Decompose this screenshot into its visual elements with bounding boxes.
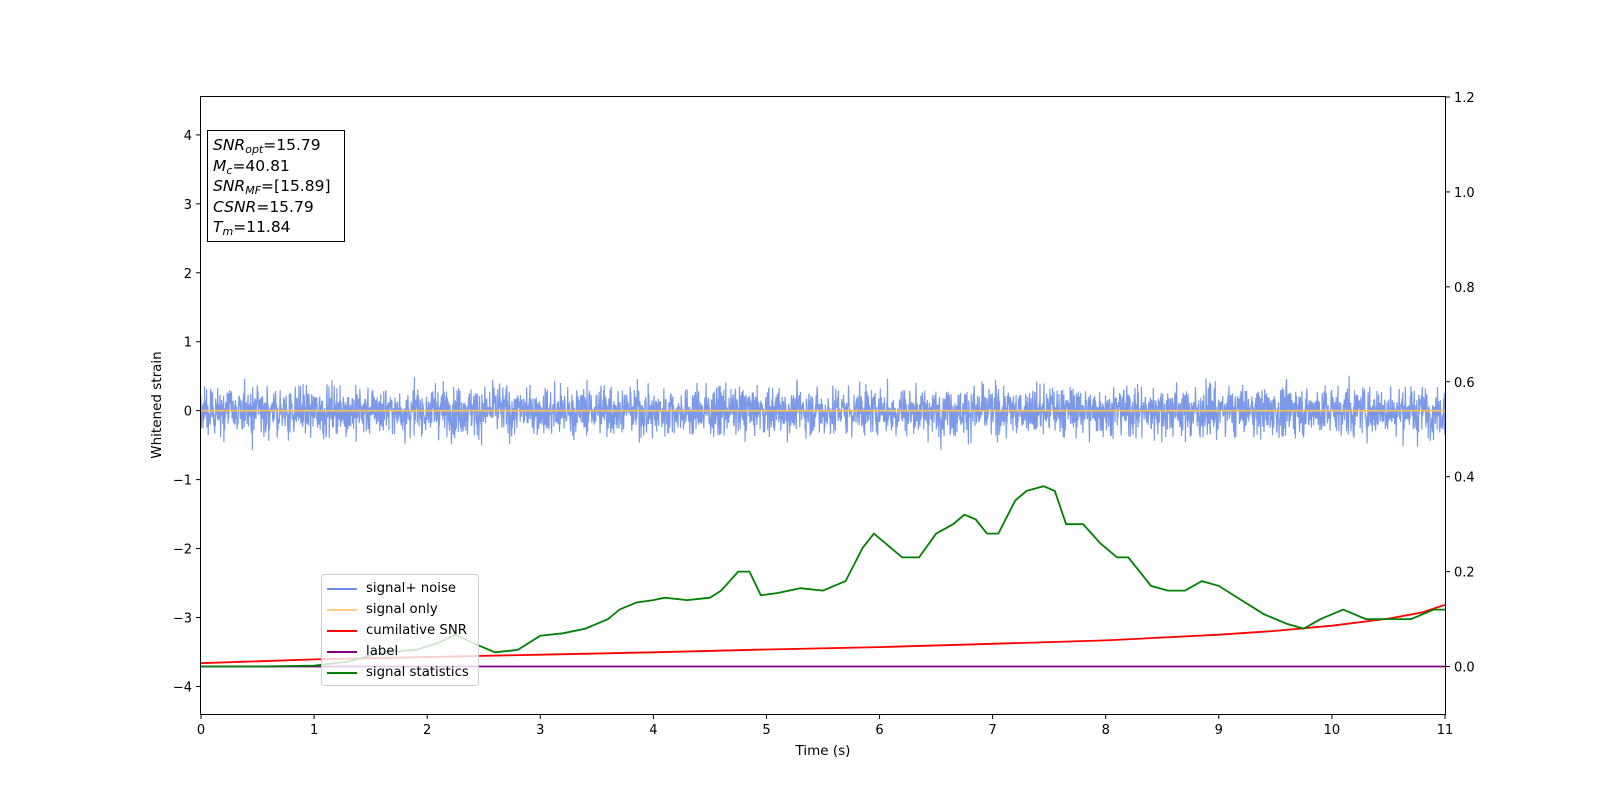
x-tick-label: 10 [1324, 723, 1341, 738]
legend-swatch [327, 587, 357, 590]
x-tick-label: 2 [423, 723, 431, 738]
y2-tick-label: 1.2 [1454, 91, 1475, 106]
y-tick-label: −1 [173, 474, 192, 489]
info-chirp-mass: Mc=40.81 [213, 156, 290, 177]
y2-tick-label: 0.8 [1454, 281, 1475, 296]
y-tick-label: −4 [173, 680, 192, 695]
info-snr-mf: SNRMF=[15.89] [213, 177, 331, 197]
x-tick-label: 5 [762, 723, 770, 738]
legend-swatch [327, 608, 357, 611]
y2-tick-label: 1.0 [1454, 186, 1475, 201]
legend-swatch [327, 629, 357, 632]
legend-item: signal statistics [327, 662, 472, 683]
legend-item: cumilative SNR [327, 620, 472, 641]
y-tick-label: 4 [184, 129, 192, 144]
series-signal-statistics [201, 485, 1445, 668]
y-tick-label: −2 [173, 543, 192, 558]
legend-label: signal+ noise [366, 581, 457, 596]
x-tick-label: 3 [536, 723, 544, 738]
legend-swatch [327, 671, 357, 674]
series-signal-plus-noise [200, 375, 1446, 451]
info-csnr: CSNR=15.79 [213, 197, 314, 216]
x-tick-label: 7 [988, 723, 996, 738]
y2-tick-label: 0.0 [1454, 661, 1475, 676]
x-tick-label: 8 [1102, 723, 1110, 738]
y-tick-label: 0 [184, 405, 192, 420]
axes-layer: 0 1 2 3 4 5 6 7 8 9 10 11 −4 −3 −2 −1 0 1 2 3 4 0.0 0.2 0.4 0.6 0… [173, 91, 1475, 738]
x-tick-label: 4 [649, 723, 657, 738]
plot-frame [200, 96, 1446, 715]
x-tick-label: 11 [1437, 723, 1454, 738]
y-axis-label: Whitened strain [149, 351, 165, 458]
legend-item: signal+ noise [327, 578, 472, 599]
y-tick-label: 1 [184, 336, 192, 351]
x-tick-label: 9 [1215, 723, 1223, 738]
y2-tick-label: 0.6 [1454, 376, 1475, 391]
y-tick-label: −3 [173, 611, 192, 626]
y-tick-label: 2 [184, 267, 192, 282]
legend: signal+ noise signal only cumilative SNR… [321, 574, 479, 686]
y2-tick-label: 0.2 [1454, 566, 1475, 581]
legend-item: signal only [327, 599, 472, 620]
x-tick-label: 1 [310, 723, 318, 738]
info-box: SNRopt=15.79 Mc=40.81 SNRMF=[15.89] CSNR… [207, 130, 345, 242]
legend-label: signal only [366, 602, 438, 617]
legend-label: signal statistics [366, 665, 469, 680]
legend-label: label [366, 644, 399, 659]
info-tm: Tm=11.84 [213, 218, 291, 238]
x-axis-label: Time (s) [795, 743, 851, 759]
x-tick-label: 6 [875, 723, 883, 738]
info-snr-opt: SNRopt=15.79 [213, 136, 321, 156]
legend-item: label [327, 641, 472, 662]
legend-label: cumilative SNR [366, 623, 468, 638]
y2-tick-label: 0.4 [1454, 471, 1475, 486]
y-tick-label: 3 [184, 198, 192, 213]
legend-swatch [327, 650, 357, 653]
x-tick-label: 0 [197, 723, 205, 738]
